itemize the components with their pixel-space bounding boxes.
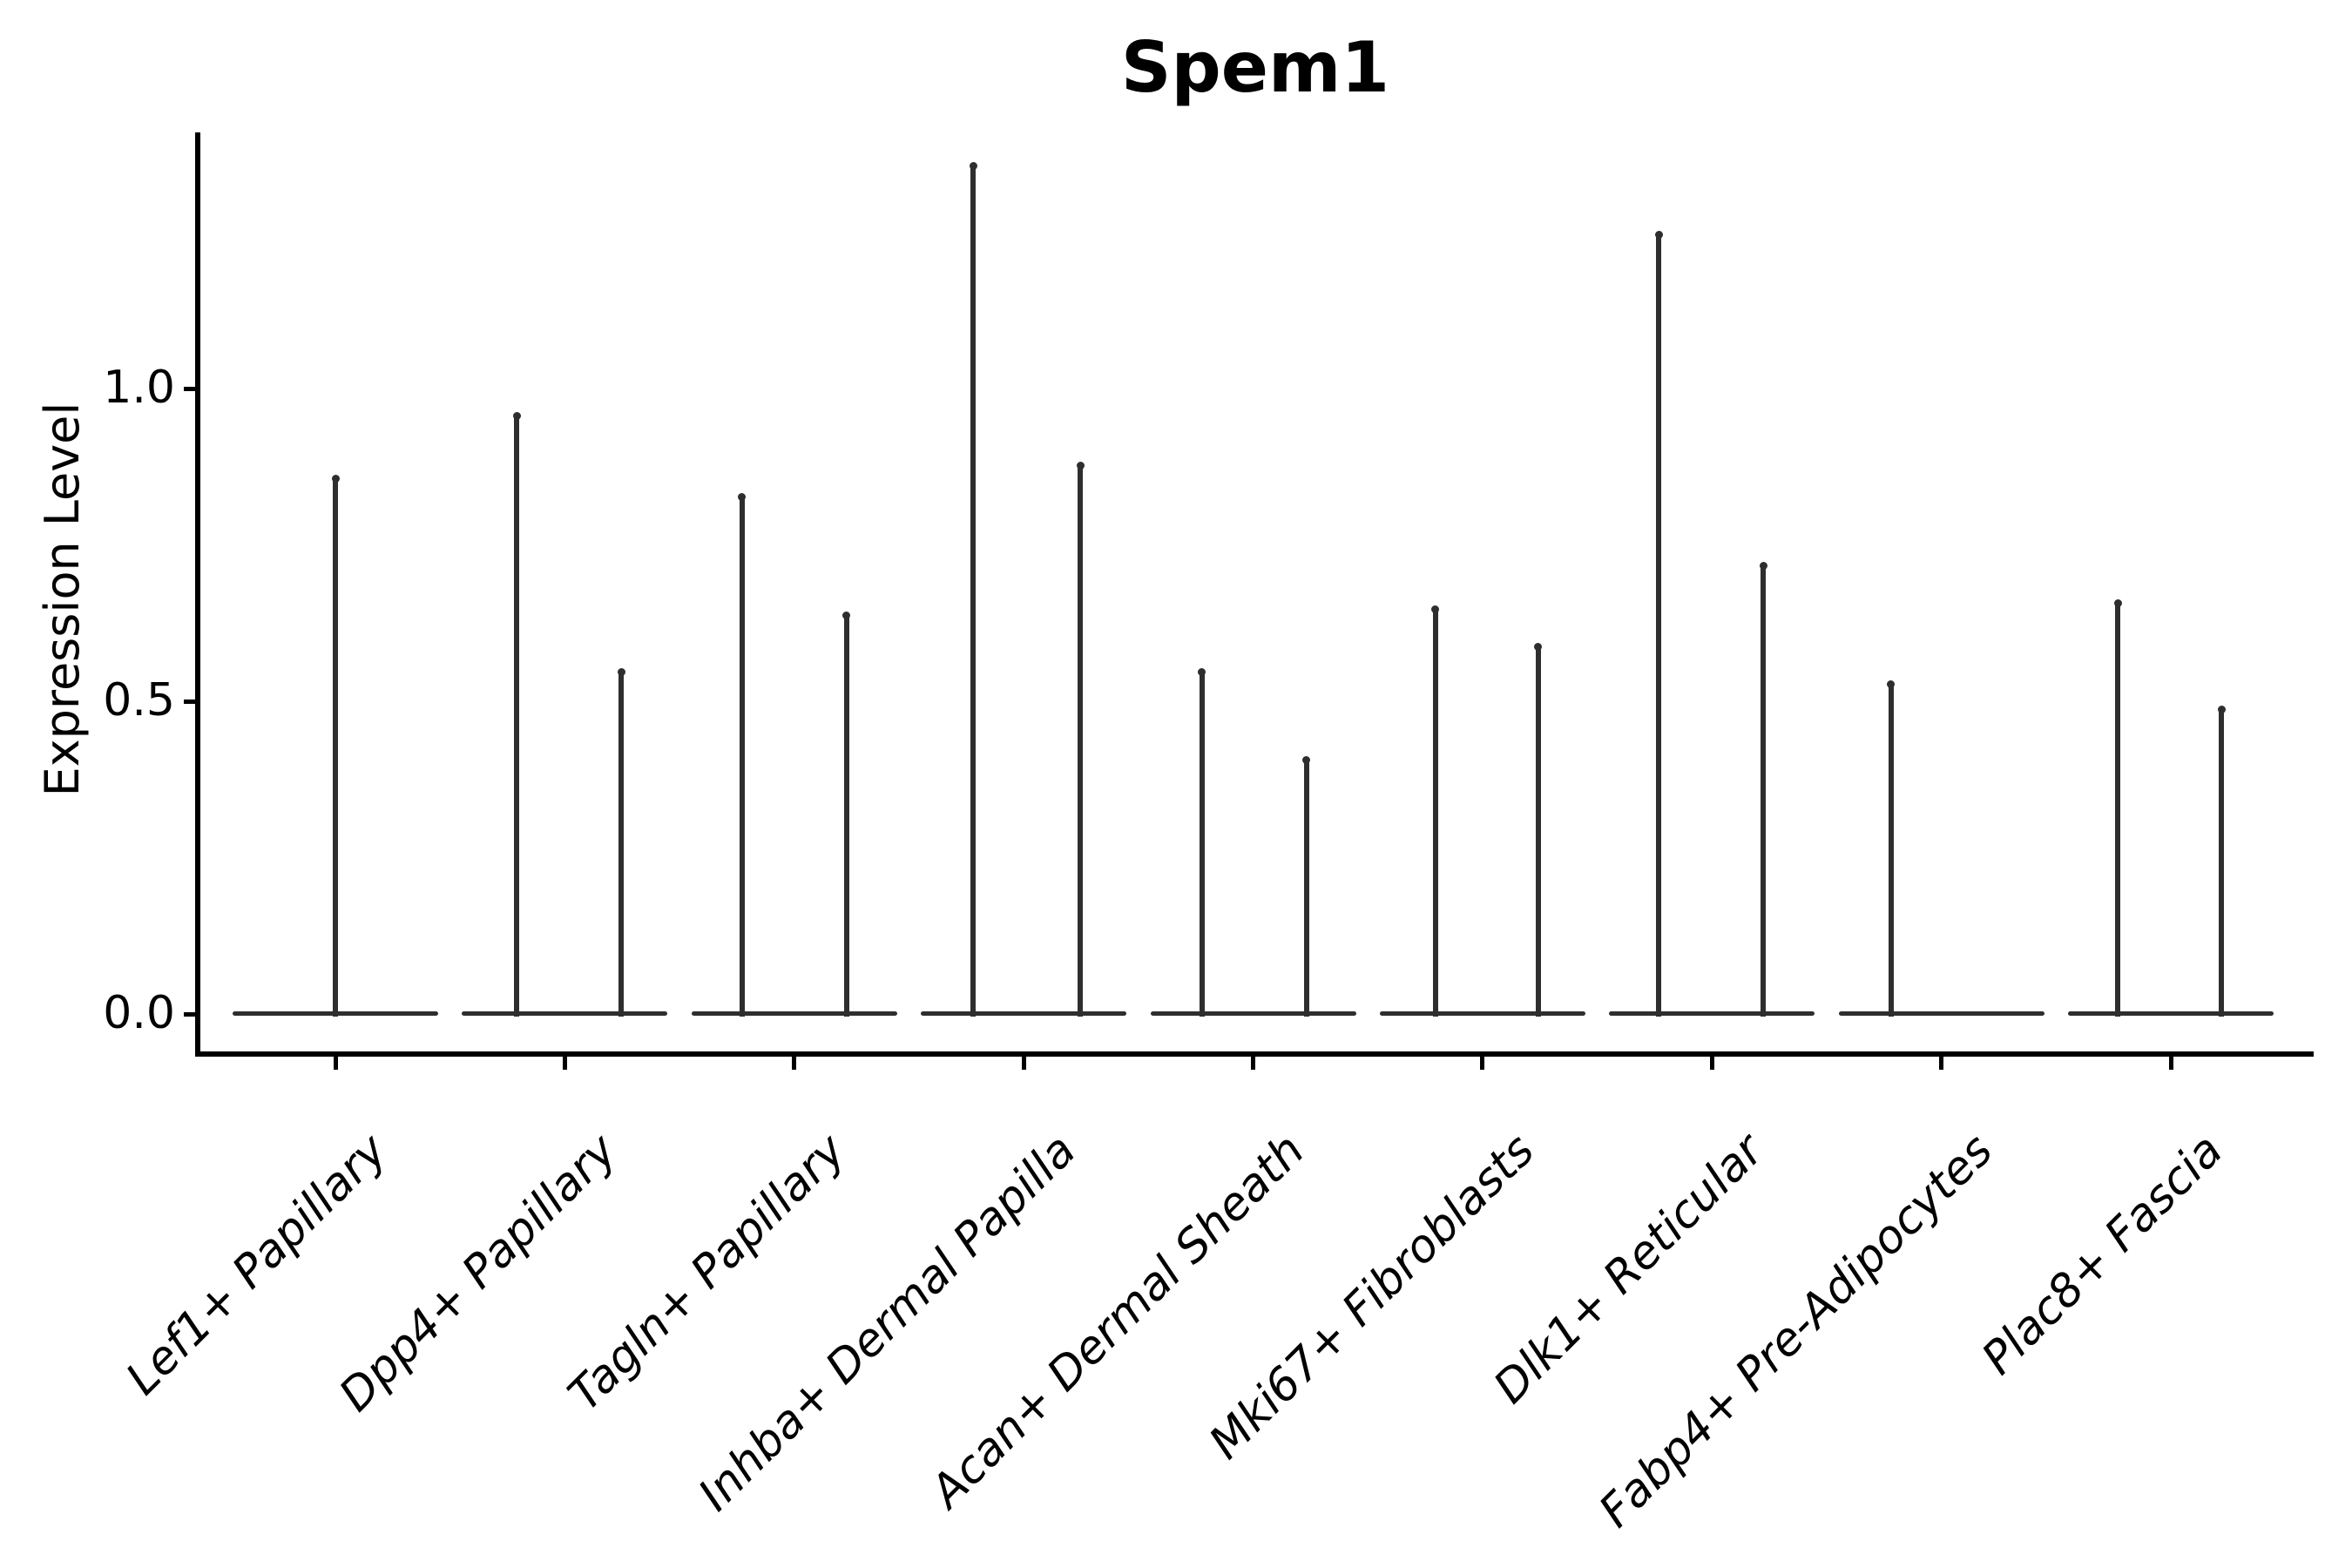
violin-spike-cap (1534, 643, 1543, 652)
violin-spike-cap (1759, 562, 1767, 571)
violin-spike-cap (1076, 462, 1085, 470)
x-tick-label: Inhba+ Dermal Papilla (688, 1124, 1086, 1522)
x-tick (1251, 1057, 1255, 1070)
violin-baseline (1838, 1011, 2044, 1016)
violin-baseline (2068, 1011, 2274, 1016)
y-tick (184, 386, 196, 391)
violin-spike (1078, 463, 1084, 1017)
x-axis-spine (195, 1051, 2314, 1057)
violin-spike (843, 613, 849, 1017)
y-tick (184, 699, 196, 704)
violin-spike-cap (617, 668, 625, 677)
x-tick (792, 1057, 797, 1070)
violin-spike (970, 163, 977, 1017)
violin-spike-cap (2113, 599, 2122, 608)
violin-spike (1432, 607, 1438, 1017)
violin-spike (2115, 601, 2120, 1017)
x-tick (1939, 1057, 1944, 1070)
violin-baseline (1609, 1011, 1815, 1016)
violin-spike (1303, 757, 1309, 1017)
x-tick (2168, 1057, 2173, 1070)
violin-spike (1535, 645, 1541, 1017)
violin-baseline (691, 1011, 897, 1016)
y-tick-label: 0.5 (103, 674, 175, 727)
violin-spike (514, 413, 520, 1017)
violin-spike (1888, 682, 1894, 1017)
violin-baseline (1150, 1011, 1356, 1016)
x-tick (1021, 1057, 1026, 1070)
violin-spike-cap (2217, 706, 2226, 714)
violin-baseline (921, 1011, 1127, 1016)
violin-spike-cap (738, 493, 747, 502)
y-tick-label: 1.0 (103, 362, 175, 414)
x-tick-label: Acan+ Dermal Sheath (921, 1124, 1315, 1518)
violin-spike (1761, 564, 1767, 1017)
violin-spike-cap (1887, 680, 1896, 689)
violin-spike (1199, 670, 1205, 1017)
violin-spike-cap (1654, 230, 1663, 239)
y-tick (184, 1011, 196, 1017)
violin-spike-cap (1431, 605, 1440, 614)
x-tick (1480, 1057, 1485, 1070)
violin-baseline (1379, 1011, 1585, 1016)
y-axis-spine (195, 132, 200, 1057)
chart-title: Spem1 (1120, 27, 1390, 108)
violin-spike-cap (969, 161, 977, 170)
y-axis-title: Expression Level (35, 402, 90, 797)
x-tick-label: Fabp4+ Pre-Adipocytes (1590, 1124, 2004, 1538)
violin-spike (1656, 232, 1662, 1017)
violin-spike (739, 495, 745, 1017)
violin-spike-cap (1198, 668, 1206, 677)
violin-baseline (462, 1011, 668, 1016)
x-tick-label: Plac8+ Fascia (1971, 1124, 2234, 1385)
violin-spike-cap (331, 474, 340, 483)
x-tick (333, 1057, 338, 1070)
violin-spike-cap (512, 411, 521, 420)
x-tick (1709, 1057, 1714, 1070)
violin-spike (618, 670, 625, 1017)
x-tick (562, 1057, 567, 1070)
y-tick-label: 0.0 (103, 987, 175, 1039)
violin-spike-cap (842, 612, 851, 620)
violin-spike (333, 476, 338, 1017)
violin-spike-cap (1302, 755, 1310, 764)
violin-spike (2219, 707, 2224, 1017)
